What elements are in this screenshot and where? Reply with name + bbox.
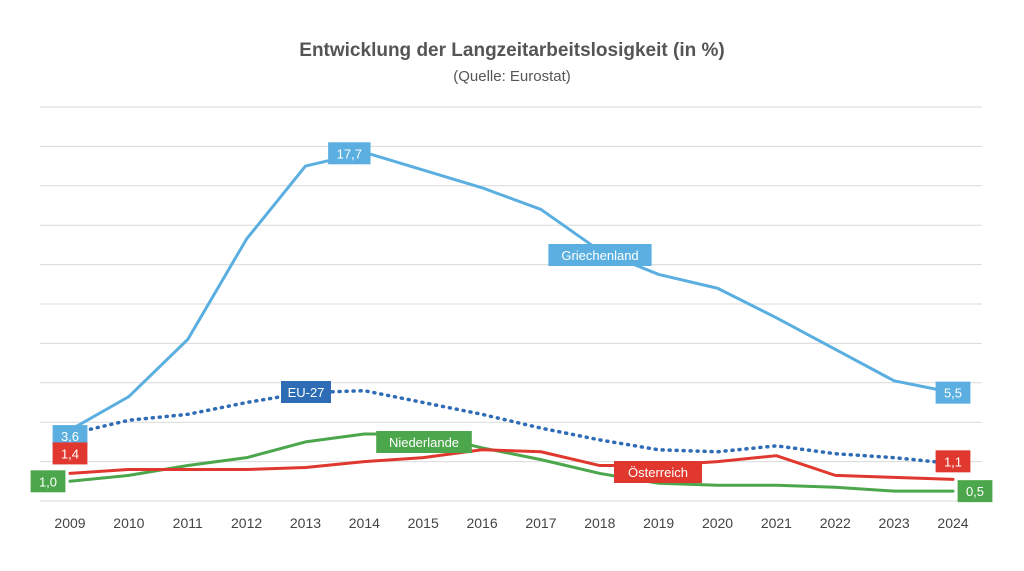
series-line-griechenland <box>68 150 955 432</box>
x-tick-label: 2016 <box>466 515 497 531</box>
x-tick-label: 2024 <box>937 515 968 531</box>
series-line--sterreich <box>68 448 955 481</box>
series-line-eu-27 <box>68 388 955 466</box>
x-tick-label: 2018 <box>584 515 615 531</box>
series-line-niederlande <box>68 432 955 493</box>
data-label: 17,7 <box>337 146 362 161</box>
x-tick-label: 2020 <box>702 515 733 531</box>
x-tick-label: 2012 <box>231 515 262 531</box>
series-name-label: Griechenland <box>561 248 638 263</box>
data-label: 5,5 <box>944 386 962 401</box>
data-label-box <box>52 425 88 448</box>
data-label-box <box>52 442 88 465</box>
data-label: 3,6 <box>61 429 79 444</box>
chart-subtitle: (Quelle: Eurostat) <box>453 68 571 85</box>
x-tick-label: 2019 <box>643 515 674 531</box>
x-tick-label: 2010 <box>113 515 144 531</box>
data-label-box <box>935 381 971 404</box>
chart-title: Entwicklung der Langzeitarbeitslosigkeit… <box>299 40 725 61</box>
x-tick-label: 2013 <box>290 515 321 531</box>
data-label: 1,4 <box>61 446 79 461</box>
data-label: 0,5 <box>966 484 984 499</box>
series-name-label-box <box>548 244 652 266</box>
series-name-label-box <box>614 461 702 483</box>
series-name-label-box <box>376 431 472 453</box>
x-tick-label: 2023 <box>879 515 910 531</box>
x-tick-label: 2015 <box>408 515 439 531</box>
x-tick-label: 2021 <box>761 515 792 531</box>
data-label-box <box>957 480 993 503</box>
data-label-box <box>935 450 971 473</box>
data-label-box <box>328 142 371 165</box>
series-name-label: Österreich <box>628 465 688 480</box>
series-name-label: EU-27 <box>288 385 325 400</box>
data-label: 1,1 <box>944 454 962 469</box>
series-name-label: Niederlande <box>389 435 459 450</box>
x-tick-label: 2009 <box>54 515 85 531</box>
x-tick-label: 2011 <box>173 515 203 531</box>
x-tick-label: 2014 <box>349 515 380 531</box>
x-tick-label: 2022 <box>820 515 851 531</box>
data-label: 1,0 <box>39 474 57 489</box>
series-name-label-box <box>281 381 331 403</box>
x-tick-label: 2017 <box>525 515 556 531</box>
data-label-box <box>30 470 66 493</box>
